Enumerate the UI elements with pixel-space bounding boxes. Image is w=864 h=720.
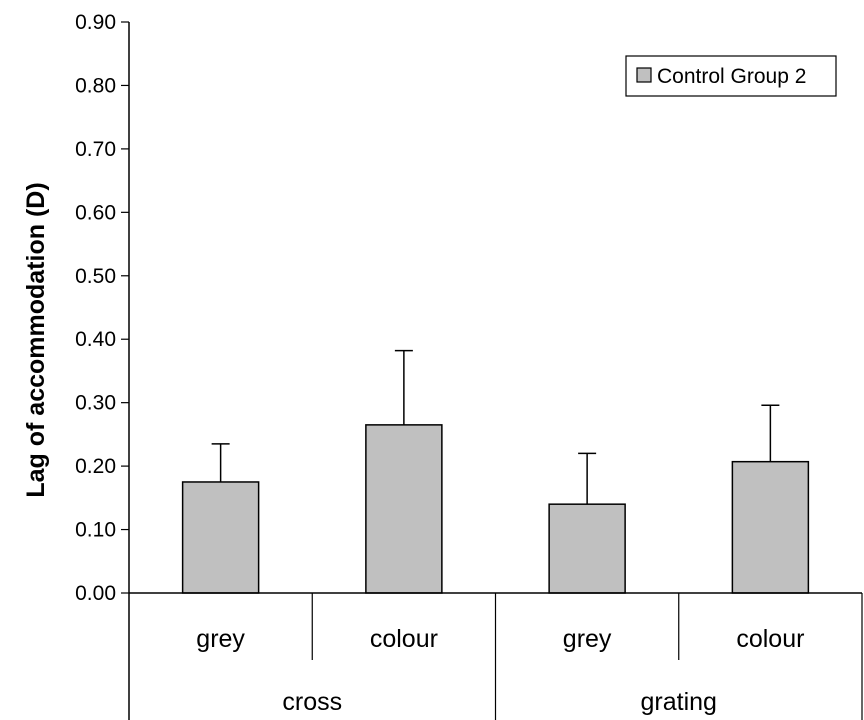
legend-swatch (636, 67, 652, 83)
x-axis-labels: grey colour grey colour cross grating (196, 625, 804, 716)
legend-box (625, 55, 837, 97)
y-tick-label: 0.10 (75, 519, 116, 542)
y-axis-title: Lag of accommodation (D) (22, 182, 50, 497)
y-tick-label: 0.50 (75, 265, 116, 288)
y-tick-label: 0.30 (75, 392, 116, 415)
x-category-label: grey (196, 625, 245, 653)
bar (365, 424, 443, 594)
x-category-label: colour (370, 625, 438, 653)
bar (548, 503, 626, 594)
legend: Control Group 2 (625, 55, 837, 97)
y-tick-label: 0.70 (75, 138, 116, 161)
error-bars (211, 349, 780, 505)
y-axis-ticks: 0.00 0.10 0.20 0.30 0.40 0.50 0.60 0.70 0.80 0.90 (75, 11, 129, 605)
x-group-label: cross (282, 688, 342, 716)
x-group-label: grating (641, 688, 717, 716)
y-tick-label: 0.40 (75, 328, 116, 351)
y-tick-label: 0.60 (75, 201, 116, 224)
y-tick-label: 0.80 (75, 74, 116, 97)
axes (128, 22, 863, 720)
bar (181, 481, 260, 594)
y-tick-label: 0.20 (75, 455, 116, 478)
x-category-label: grey (563, 625, 612, 653)
x-category-label: colour (736, 625, 804, 653)
legend-label: Control Group 2 (657, 65, 806, 88)
bar (731, 460, 810, 594)
bars (181, 424, 810, 594)
y-tick-label: 0.00 (75, 582, 116, 605)
y-tick-label: 0.90 (75, 11, 116, 34)
